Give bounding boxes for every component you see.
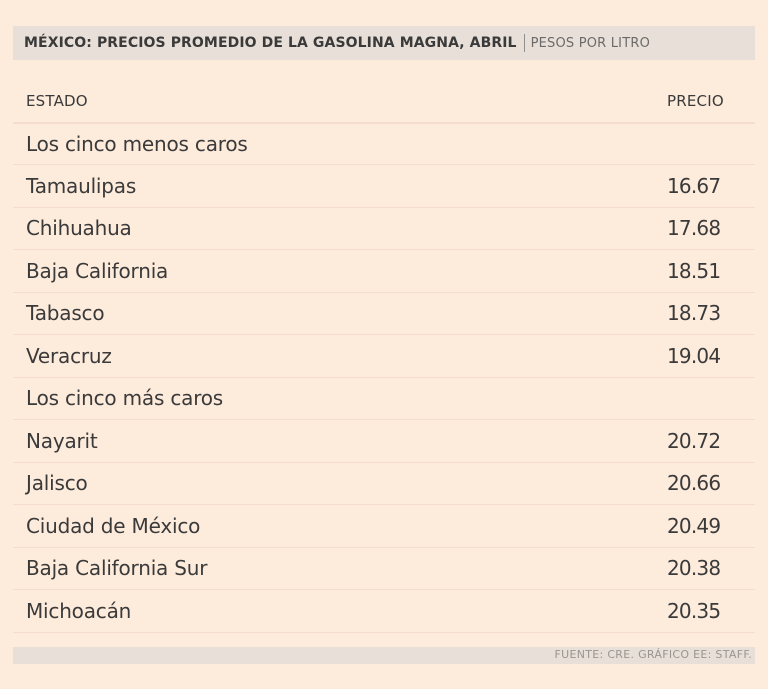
group-label: Los cinco menos caros — [26, 131, 248, 156]
footer-bar: FUENTE: CRE. GRÁFICO EE: STAFF. — [13, 647, 755, 664]
price-value: 17.68 — [667, 216, 721, 241]
column-header-precio: PRECIO — [667, 91, 724, 110]
group-label-row: Los cinco menos caros — [13, 122, 755, 165]
state-name: Veracruz — [26, 343, 112, 368]
state-name: Ciudad de México — [26, 513, 201, 538]
column-header-estado: ESTADO — [26, 91, 88, 110]
state-name: Tamaulipas — [26, 173, 137, 198]
group-label-row: Los cinco más caros — [13, 378, 755, 420]
state-name: Baja California Sur — [26, 556, 208, 581]
price-value: 18.51 — [667, 258, 721, 283]
price-value: 20.72 — [667, 428, 721, 453]
table-row: Jalisco 20.66 — [13, 463, 755, 505]
state-name: Baja California — [26, 258, 169, 283]
table-row: Baja California Sur 20.38 — [13, 548, 755, 590]
table-row: Michoacán 20.35 — [13, 590, 755, 633]
table-row: Tabasco 18.73 — [13, 293, 755, 335]
table-row: Veracruz 19.04 — [13, 335, 755, 378]
table-header-row: ESTADO PRECIO — [13, 80, 755, 123]
title-separator — [523, 34, 525, 52]
price-value: 20.49 — [667, 513, 721, 538]
state-name: Tabasco — [26, 301, 105, 326]
chart-title: MÉXICO: PRECIOS PROMEDIO DE LA GASOLINA … — [24, 35, 517, 51]
chart-subtitle: PESOS POR LITRO — [530, 35, 651, 51]
state-name: Michoacán — [26, 598, 132, 623]
price-value: 20.38 — [667, 556, 721, 581]
state-name: Jalisco — [26, 471, 88, 496]
title-bar: MÉXICO: PRECIOS PROMEDIO DE LA GASOLINA … — [13, 26, 755, 60]
state-name: Chihuahua — [26, 216, 132, 241]
table-row: Chihuahua 17.68 — [13, 208, 755, 250]
table-row: Tamaulipas 16.67 — [13, 165, 755, 208]
price-value: 20.66 — [667, 471, 721, 496]
group-label: Los cinco más caros — [26, 386, 224, 411]
table-row: Ciudad de México 20.49 — [13, 505, 755, 548]
price-value: 18.73 — [667, 301, 721, 326]
price-value: 16.67 — [667, 173, 721, 198]
table-row: Nayarit 20.72 — [13, 420, 755, 463]
table-row: Baja California 18.51 — [13, 250, 755, 293]
source-note: FUENTE: CRE. GRÁFICO EE: STAFF. — [554, 648, 752, 661]
price-value: 19.04 — [667, 343, 721, 368]
state-name: Nayarit — [26, 428, 98, 453]
price-table: ESTADO PRECIO Los cinco menos caros Tama… — [13, 80, 755, 633]
price-value: 20.35 — [667, 598, 721, 623]
